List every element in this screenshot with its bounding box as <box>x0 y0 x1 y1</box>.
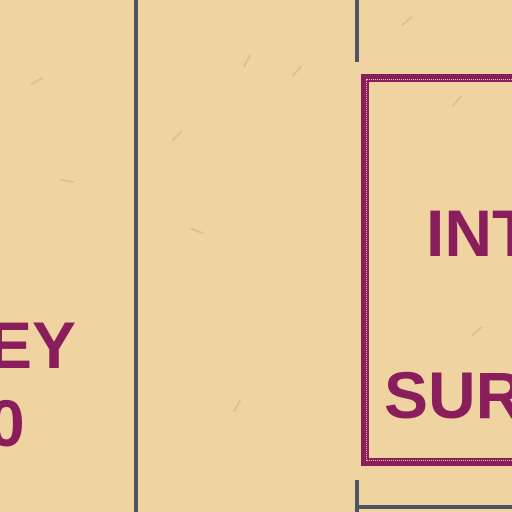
map-label-int: INT <box>426 196 512 270</box>
parcel-boundary[interactable] <box>361 74 512 466</box>
terrain-speck <box>400 15 414 27</box>
terrain-speck <box>171 130 183 142</box>
terrain-speck <box>30 76 44 86</box>
terrain-speck <box>190 227 204 235</box>
terrain-speck <box>291 64 303 78</box>
map-label-zero: 0 <box>0 386 25 460</box>
road-line-bottom <box>355 505 512 509</box>
map-label-ey: EY <box>0 308 77 382</box>
terrain-speck <box>232 399 242 413</box>
road-line-right-top <box>355 0 359 62</box>
terrain-speck <box>59 178 75 184</box>
road-line-left <box>134 0 138 512</box>
road-line-right-bottom <box>355 480 359 512</box>
terrain-speck <box>242 54 252 68</box>
map-label-sur: SUR <box>384 358 512 432</box>
